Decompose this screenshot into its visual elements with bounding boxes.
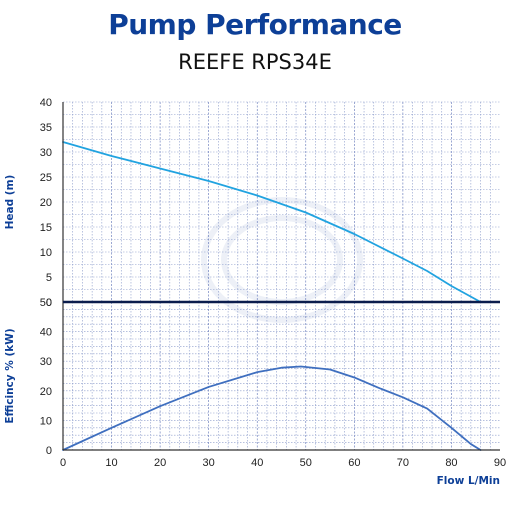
head-tick-label: 20: [40, 197, 52, 209]
chart-title: Pump Performance: [108, 8, 402, 41]
head-tick-label: 40: [40, 97, 52, 109]
x-tick-label: 60: [348, 457, 360, 469]
head-tick-label: 15: [40, 222, 52, 234]
x-tick-label: 10: [105, 457, 117, 469]
head-axis-title: Head (m): [4, 175, 16, 230]
x-tick-label: 30: [203, 457, 215, 469]
efficiency-tick-label: 10: [40, 415, 52, 427]
x-tick-label: 90: [494, 457, 506, 469]
x-tick-label: 0: [60, 457, 66, 469]
x-tick-label: 50: [300, 457, 312, 469]
efficiency-axis-title: Efficincy % (kW): [4, 328, 16, 423]
efficiency-tick-label: 30: [40, 356, 52, 368]
head-tick-label: 30: [40, 147, 52, 159]
x-axis-title: Flow L/Min: [437, 475, 500, 487]
chart-subtitle: REEFE RPS34E: [178, 50, 332, 74]
head-curve: [62, 141, 482, 303]
head-tick-label: 35: [40, 122, 52, 134]
x-tick-label: 20: [154, 457, 166, 469]
efficiency-curve: [62, 365, 482, 451]
x-tick-label: 40: [251, 457, 263, 469]
x-tick-label: 70: [397, 457, 409, 469]
head-tick-label: 5: [46, 272, 52, 284]
head-tick-label: 25: [40, 172, 52, 184]
head-tick-label: 0: [46, 297, 52, 309]
head-tick-label: 10: [40, 247, 52, 259]
efficiency-tick-label: 20: [40, 386, 52, 398]
x-tick-label: 80: [445, 457, 457, 469]
efficiency-tick-label: 50: [40, 297, 52, 309]
efficiency-tick-label: 0: [46, 445, 52, 457]
efficiency-tick-label: 40: [40, 327, 52, 339]
